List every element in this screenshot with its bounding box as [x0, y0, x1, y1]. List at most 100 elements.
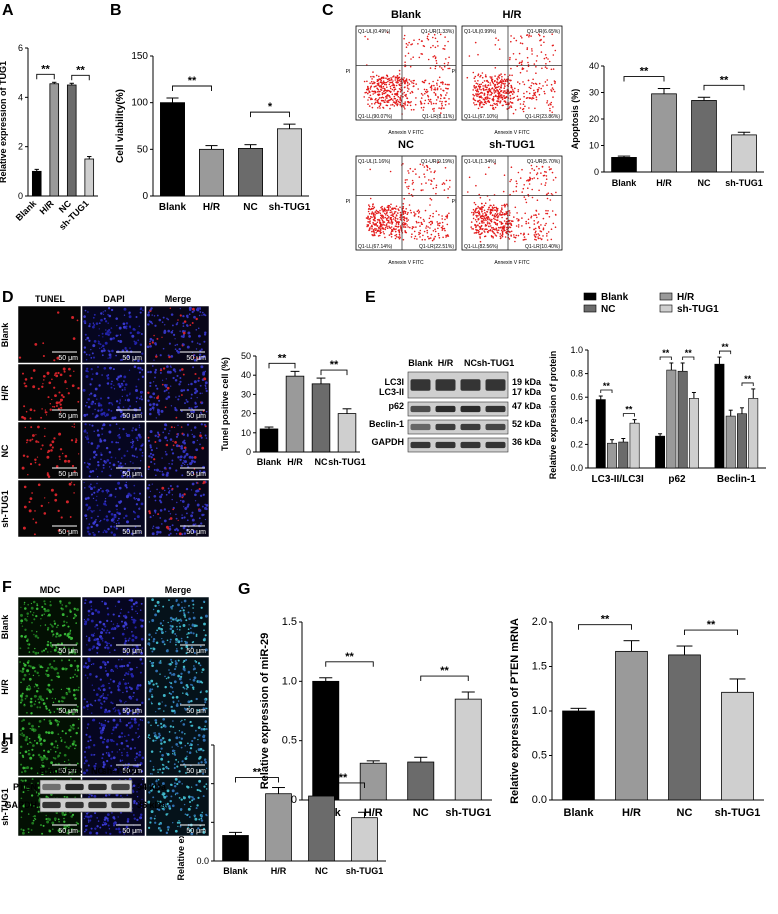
d-cell-dot — [147, 345, 150, 348]
d-cell-dot — [198, 335, 201, 338]
f-cell-dot — [154, 719, 157, 722]
flow-dot — [400, 227, 402, 229]
d-cell-dot — [96, 468, 97, 469]
flow-dot — [396, 236, 398, 238]
f-cell-dot — [173, 701, 175, 703]
f-cell-dot — [183, 662, 184, 663]
flow-dot — [497, 232, 499, 234]
d-cell-dot — [152, 365, 154, 367]
d-cell-dot — [22, 467, 25, 470]
flow-dot — [399, 235, 401, 237]
d-cell-dot — [134, 341, 137, 344]
flow-dot — [510, 234, 512, 236]
d-cell-dot — [152, 532, 155, 535]
f-cell-dot — [105, 641, 107, 643]
f-cell-dot — [29, 742, 31, 744]
flow-dot — [501, 230, 503, 232]
f-cell-dot — [58, 721, 59, 722]
flow-dot — [430, 99, 432, 101]
f-cell-dot — [101, 757, 103, 759]
f-cell-dot — [61, 642, 63, 644]
f-cell-dot — [49, 722, 52, 725]
flow-dot — [498, 74, 500, 76]
flow-dot — [400, 225, 402, 227]
d-cell-dot — [109, 331, 111, 333]
f-cell-dot — [87, 723, 89, 725]
flow-dot — [371, 228, 373, 230]
d-cell-dot — [196, 406, 198, 408]
f-cell-dot — [181, 760, 183, 762]
d-cell-dot — [43, 355, 45, 357]
flow-dot — [513, 234, 515, 236]
flow-dot — [482, 82, 484, 84]
d-cell-dot — [122, 396, 123, 397]
f-cell-dot — [130, 668, 133, 671]
flow-dot — [505, 211, 507, 213]
d-cell-dot — [164, 520, 167, 523]
flow-dot — [422, 94, 424, 96]
d-cell-dot — [41, 408, 43, 410]
c-ytick-label-4: 40 — [589, 61, 599, 71]
d-cell-dot — [123, 380, 125, 382]
d-cell-dot — [142, 310, 144, 312]
e-bar-0-2 — [619, 442, 628, 468]
flow-dot — [428, 39, 430, 41]
d-cell-dot — [107, 382, 109, 384]
flow-dot — [489, 82, 491, 84]
flow-dot — [497, 104, 499, 106]
f-cell-dot — [86, 705, 89, 708]
d-cell-dot — [111, 468, 112, 469]
f-cell-dot — [101, 628, 103, 630]
d-cell-dot — [193, 316, 196, 319]
d-cell-dot — [84, 514, 87, 517]
d-cell-dot — [96, 372, 99, 375]
flow-dot — [442, 82, 444, 84]
flow-dot — [521, 217, 523, 219]
flow-dot — [392, 94, 394, 96]
d-cell-dot — [177, 425, 178, 426]
d-cell-dot — [103, 464, 105, 466]
d-cell-dot — [170, 367, 171, 368]
d-xlabel-0: Blank — [257, 457, 283, 467]
d-cell-dot — [73, 337, 76, 340]
flow-dot — [407, 82, 409, 84]
f-cell-dot — [69, 745, 71, 747]
flow-dot — [478, 73, 480, 75]
f-cell-dot — [123, 679, 125, 681]
d-cell-dot — [183, 450, 186, 453]
flow-dot — [501, 209, 503, 211]
c-xlabel-3: sh-TUG1 — [725, 178, 763, 188]
d-cell-dot — [26, 411, 28, 413]
flow-dot — [377, 219, 379, 221]
f-cell-dot — [122, 692, 123, 693]
d-cell-dot — [131, 446, 134, 449]
flow-q-ul-0: Q1-UL(0.49%) — [358, 29, 391, 35]
f-cell-dot — [57, 733, 59, 735]
f-cell-dot — [118, 615, 120, 617]
f-cell-dot — [84, 619, 85, 620]
c-xlabel-1: H/R — [656, 178, 672, 188]
d-cell-dot — [149, 413, 152, 416]
flow-dot — [412, 228, 414, 230]
f-cell-dot — [38, 687, 40, 689]
flow-dot — [527, 187, 529, 189]
flow-dot — [399, 217, 401, 219]
d-cell-dot — [192, 483, 195, 486]
f-cell-dot — [175, 641, 177, 643]
d-cell-dot — [195, 448, 198, 451]
d-cell-dot — [23, 405, 25, 407]
d-ytick-label-0: 0 — [246, 447, 251, 457]
flow-dot — [408, 42, 410, 44]
d-row-label-2: NC — [0, 444, 10, 457]
f-cell-dot — [86, 644, 87, 645]
flow-dot — [548, 231, 550, 233]
f-cell-dot — [32, 651, 34, 653]
f-cell-dot — [95, 624, 98, 627]
f-cell-dot — [200, 617, 203, 620]
d-scalebar-label-3-0: 50 μm — [58, 529, 78, 536]
d-cell-dot — [156, 397, 159, 400]
flow-dot — [411, 236, 413, 238]
flow-dot — [423, 45, 425, 47]
f-cell-dot — [205, 720, 208, 723]
flow-dot — [418, 222, 420, 224]
